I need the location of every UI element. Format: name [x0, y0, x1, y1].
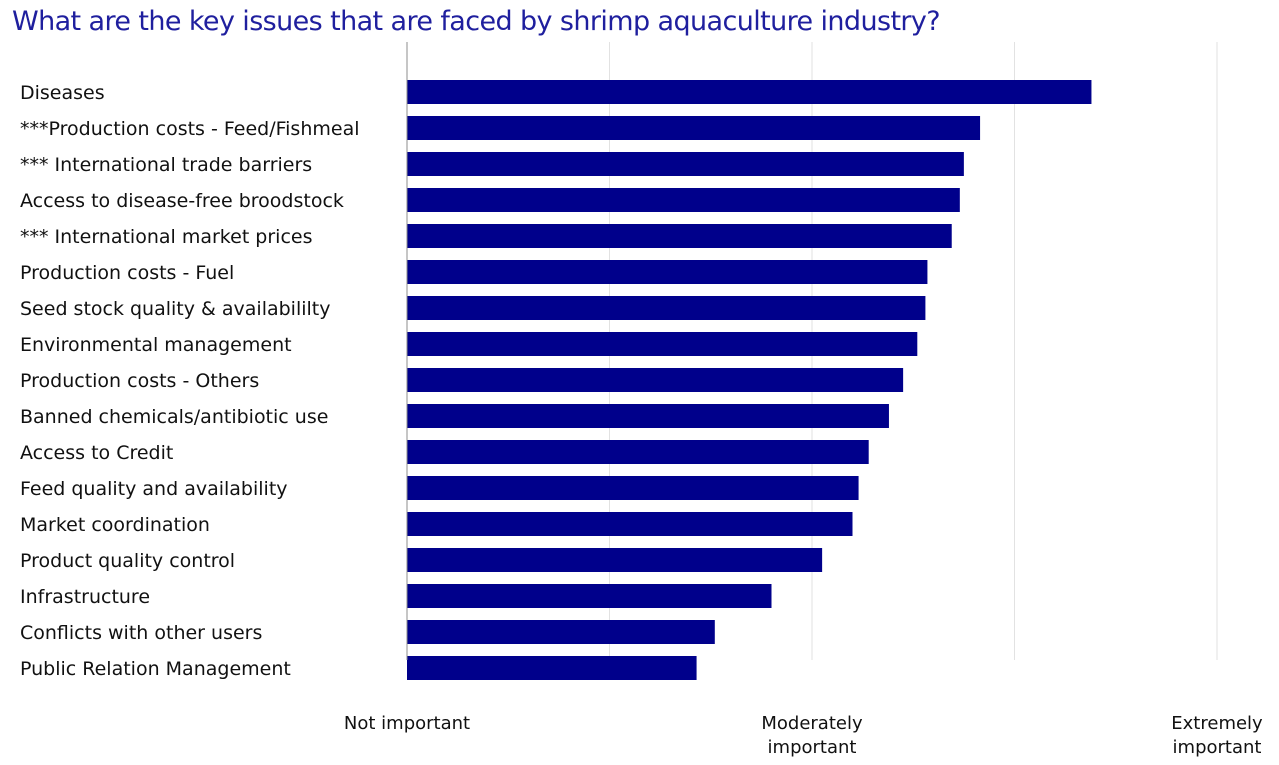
bar [407, 440, 869, 464]
category-label: ***Production costs - Feed/Fishmeal [20, 118, 360, 140]
category-label: Banned chemicals/antibiotic use [20, 406, 328, 428]
category-label: Conflicts with other users [20, 622, 262, 644]
category-label: Diseases [20, 82, 105, 104]
chart-title: What are the key issues that are faced b… [12, 6, 941, 37]
bar [407, 188, 960, 212]
x-tick-label: Extremely important [1171, 713, 1263, 758]
x-tick-label: Not important [344, 713, 470, 734]
category-label: Seed stock quality & availabililty [20, 298, 331, 320]
bar [407, 80, 1092, 104]
category-label: *** International market prices [20, 226, 313, 248]
category-labels: Diseases ***Production costs - Feed/Fishm… [20, 82, 360, 680]
category-label: Production costs - Others [20, 370, 259, 392]
category-label: Feed quality and availability [20, 478, 288, 500]
bar [407, 224, 952, 248]
bar [407, 656, 697, 680]
category-label: Product quality control [20, 550, 235, 572]
bar [407, 404, 889, 428]
bar [407, 512, 853, 536]
bar [407, 476, 859, 500]
bar [407, 620, 715, 644]
category-label: Access to disease-free broodstock [20, 190, 344, 212]
bar [407, 332, 918, 356]
bar [407, 584, 772, 608]
bars [407, 80, 1092, 680]
bar [407, 368, 904, 392]
bar [407, 116, 981, 140]
category-label: Infrastructure [20, 586, 150, 608]
category-label: Production costs - Fuel [20, 262, 234, 284]
category-label: Market coordination [20, 514, 210, 536]
bar [407, 296, 926, 320]
x-tick-labels: Not important Moderately important Extremel… [344, 713, 1263, 758]
category-label: Environmental management [20, 334, 292, 356]
x-tick-label: Moderately important [761, 713, 863, 758]
category-label: Public Relation Management [20, 658, 291, 680]
category-label: *** International trade barriers [20, 154, 312, 176]
bar [407, 260, 928, 284]
category-label: Access to Credit [20, 442, 173, 464]
bar [407, 152, 964, 176]
bar [407, 548, 823, 572]
